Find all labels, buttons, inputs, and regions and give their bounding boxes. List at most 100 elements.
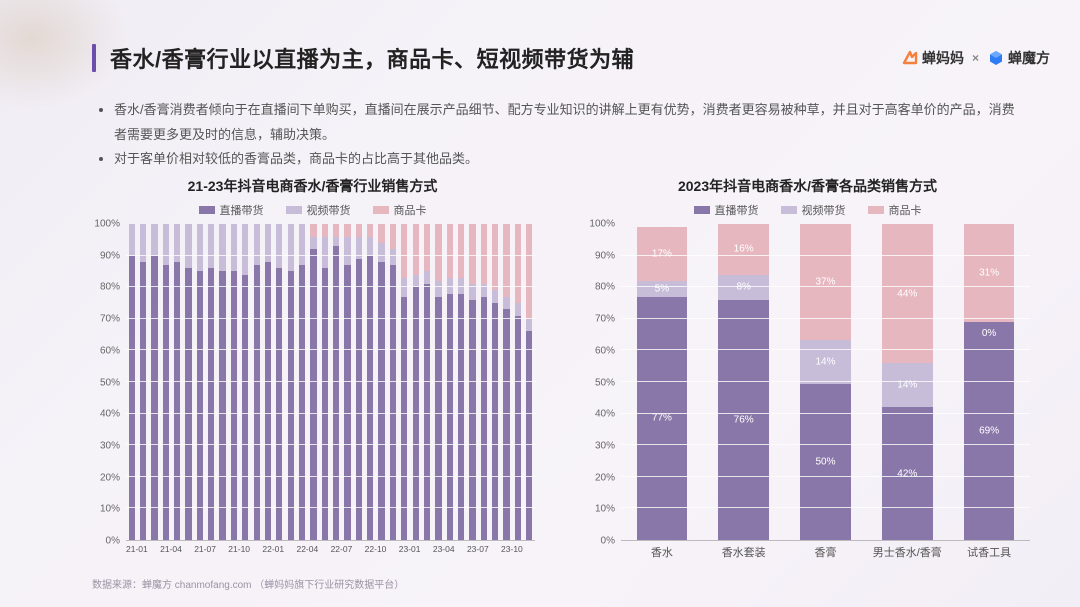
right-x-labels: 香水香水套装香膏男士香水/香膏试香工具	[621, 541, 1030, 559]
seg-card	[322, 224, 328, 237]
bar-slot	[262, 224, 273, 540]
y-tick: 100%	[94, 219, 120, 230]
seg-video	[401, 278, 407, 297]
y-tick: 70%	[100, 314, 120, 325]
y-tick: 40%	[595, 409, 615, 420]
bullet-list: 香水/香膏消费者倾向于在直播间下单购买，直播间在展示产品细节、配方专业知识的讲解…	[100, 98, 1020, 172]
bar-slot	[490, 224, 501, 540]
seg-card	[333, 224, 339, 237]
logo-group: 蝉妈妈 × 蝉魔方	[901, 48, 1050, 68]
seg-video	[231, 224, 237, 271]
seg-video	[185, 224, 191, 268]
seg-label-video: 14%	[815, 356, 835, 367]
seg-card	[447, 224, 453, 278]
seg-live	[333, 246, 339, 540]
chanmama-icon	[901, 49, 919, 67]
seg-video	[163, 224, 169, 265]
seg-video	[492, 290, 498, 303]
right-y-axis: 0%10%20%30%40%50%60%70%80%90%100%	[585, 224, 619, 541]
seg-live	[163, 265, 169, 540]
seg-video	[378, 243, 384, 262]
seg-video	[367, 237, 373, 256]
y-tick: 20%	[100, 472, 120, 483]
logo-chanmofang-text: 蝉魔方	[1008, 48, 1050, 68]
seg-live	[503, 309, 509, 540]
seg-live	[367, 256, 373, 540]
seg-card	[310, 224, 316, 237]
x-label: 香水套装	[703, 541, 785, 559]
bar-slot	[251, 224, 262, 540]
seg-live	[401, 297, 407, 540]
bar-slot	[240, 224, 251, 540]
x-label: 23-07	[467, 541, 489, 559]
bar-slot	[467, 224, 478, 540]
bar-slot: 17%5%77%	[621, 224, 703, 540]
bar-slot	[296, 224, 307, 540]
bar-slot	[353, 224, 364, 540]
seg-video	[242, 224, 248, 275]
seg-live	[299, 265, 305, 540]
seg-live	[481, 297, 487, 540]
seg-live	[288, 271, 294, 540]
seg-live	[265, 262, 271, 540]
bar-slot	[126, 224, 137, 540]
seg-label-live: 76%	[734, 414, 754, 425]
seg-live	[435, 297, 441, 540]
y-tick: 30%	[595, 440, 615, 451]
right-bars: 17%5%77%16%8%76%37%14%50%44%14%42%31%0%6…	[621, 224, 1030, 540]
seg-label-card: 31%	[979, 267, 999, 278]
seg-video	[219, 224, 225, 271]
x-label: 香膏	[785, 541, 867, 559]
seg-live	[140, 262, 146, 540]
bar-slot	[160, 224, 171, 540]
seg-video	[322, 237, 328, 269]
legend-video: 视频带货	[781, 202, 846, 218]
seg-live	[254, 265, 260, 540]
seg-live	[208, 268, 214, 540]
bar-slot	[399, 224, 410, 540]
seg-video	[344, 237, 350, 265]
bar-slot	[455, 224, 466, 540]
y-tick: 50%	[595, 377, 615, 388]
seg-live	[197, 271, 203, 540]
y-tick: 0%	[601, 536, 615, 547]
x-label	[529, 541, 535, 559]
legend-live: 直播带货	[694, 202, 759, 218]
y-tick: 60%	[595, 345, 615, 356]
left-chart-title: 21-23年抖音电商香水/香膏行业销售方式	[90, 176, 535, 196]
y-tick: 40%	[100, 409, 120, 420]
x-label: 21-07	[194, 541, 216, 559]
bar-slot	[206, 224, 217, 540]
x-label: 23-01	[399, 541, 421, 559]
page-title: 香水/香膏行业以直播为主，商品卡、短视频带货为辅	[110, 42, 634, 74]
seg-live: 50%	[800, 384, 851, 540]
bar-slot	[137, 224, 148, 540]
seg-card	[344, 224, 350, 237]
seg-live	[492, 303, 498, 540]
seg-card	[526, 224, 532, 319]
bar-slot	[342, 224, 353, 540]
bar-slot	[171, 224, 182, 540]
y-tick: 20%	[595, 472, 615, 483]
bar-slot	[478, 224, 489, 540]
bar-slot	[285, 224, 296, 540]
seg-video	[526, 319, 532, 332]
x-label: 试香工具	[948, 541, 1030, 559]
seg-card: 37%	[800, 224, 851, 340]
bar-slot: 31%0%69%	[948, 224, 1030, 540]
seg-card	[378, 224, 384, 243]
seg-video	[390, 249, 396, 265]
seg-live	[129, 256, 135, 540]
seg-live	[356, 259, 362, 540]
seg-live: 77%	[637, 297, 688, 540]
seg-card	[424, 224, 430, 271]
seg-label-card: 16%	[734, 244, 754, 255]
seg-card	[356, 224, 362, 237]
bar-slot	[421, 224, 432, 540]
seg-card	[367, 224, 373, 237]
footnote: 数据来源：蝉魔方 chanmofang.com （蝉妈妈旗下行业研究数据平台）	[92, 576, 404, 591]
y-tick: 70%	[595, 314, 615, 325]
seg-video: 8%	[718, 275, 769, 300]
seg-label-live: 77%	[652, 413, 672, 424]
left-y-axis: 0%10%20%30%40%50%60%70%80%90%100%	[90, 224, 124, 541]
